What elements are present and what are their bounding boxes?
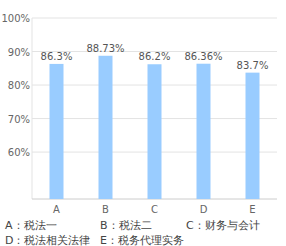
x-tick-label: B — [102, 204, 109, 215]
data-label: 86.3% — [41, 51, 73, 62]
x-tick-label: E — [249, 204, 255, 215]
y-tick-label: 100% — [1, 13, 30, 24]
x-tick-label: D — [200, 204, 208, 215]
bar — [50, 64, 64, 199]
y-tick-label: 70% — [8, 114, 30, 125]
y-tick-label: 80% — [8, 80, 30, 91]
data-label: 83.7% — [237, 60, 269, 71]
y-axis-line — [32, 18, 33, 199]
bars — [50, 56, 260, 199]
bar — [148, 64, 162, 199]
annotation: D：税法相关法律 — [5, 234, 90, 246]
data-label: 86.36% — [184, 51, 222, 62]
annotation: A：税法一 — [5, 219, 57, 232]
annotation: E：税务代理实务 — [100, 234, 184, 246]
x-tick-label: A — [53, 204, 60, 215]
bar — [246, 73, 260, 199]
annotation: B：税法二 — [100, 219, 152, 232]
y-tick-label: 60% — [8, 147, 30, 158]
data-label: 88.73% — [86, 43, 124, 54]
grid-line — [32, 18, 277, 19]
y-tick-label: 90% — [8, 47, 30, 58]
data-label: 86.2% — [139, 51, 171, 62]
x-tick-label: C — [151, 204, 158, 215]
chart: 60% 70% 80% 90% 100% 86.3% 88.73% 86.2% 86.36% 83… — [0, 0, 286, 246]
bar — [99, 56, 113, 199]
annotation: C：财务与会计 — [186, 219, 260, 232]
bar — [197, 64, 211, 199]
